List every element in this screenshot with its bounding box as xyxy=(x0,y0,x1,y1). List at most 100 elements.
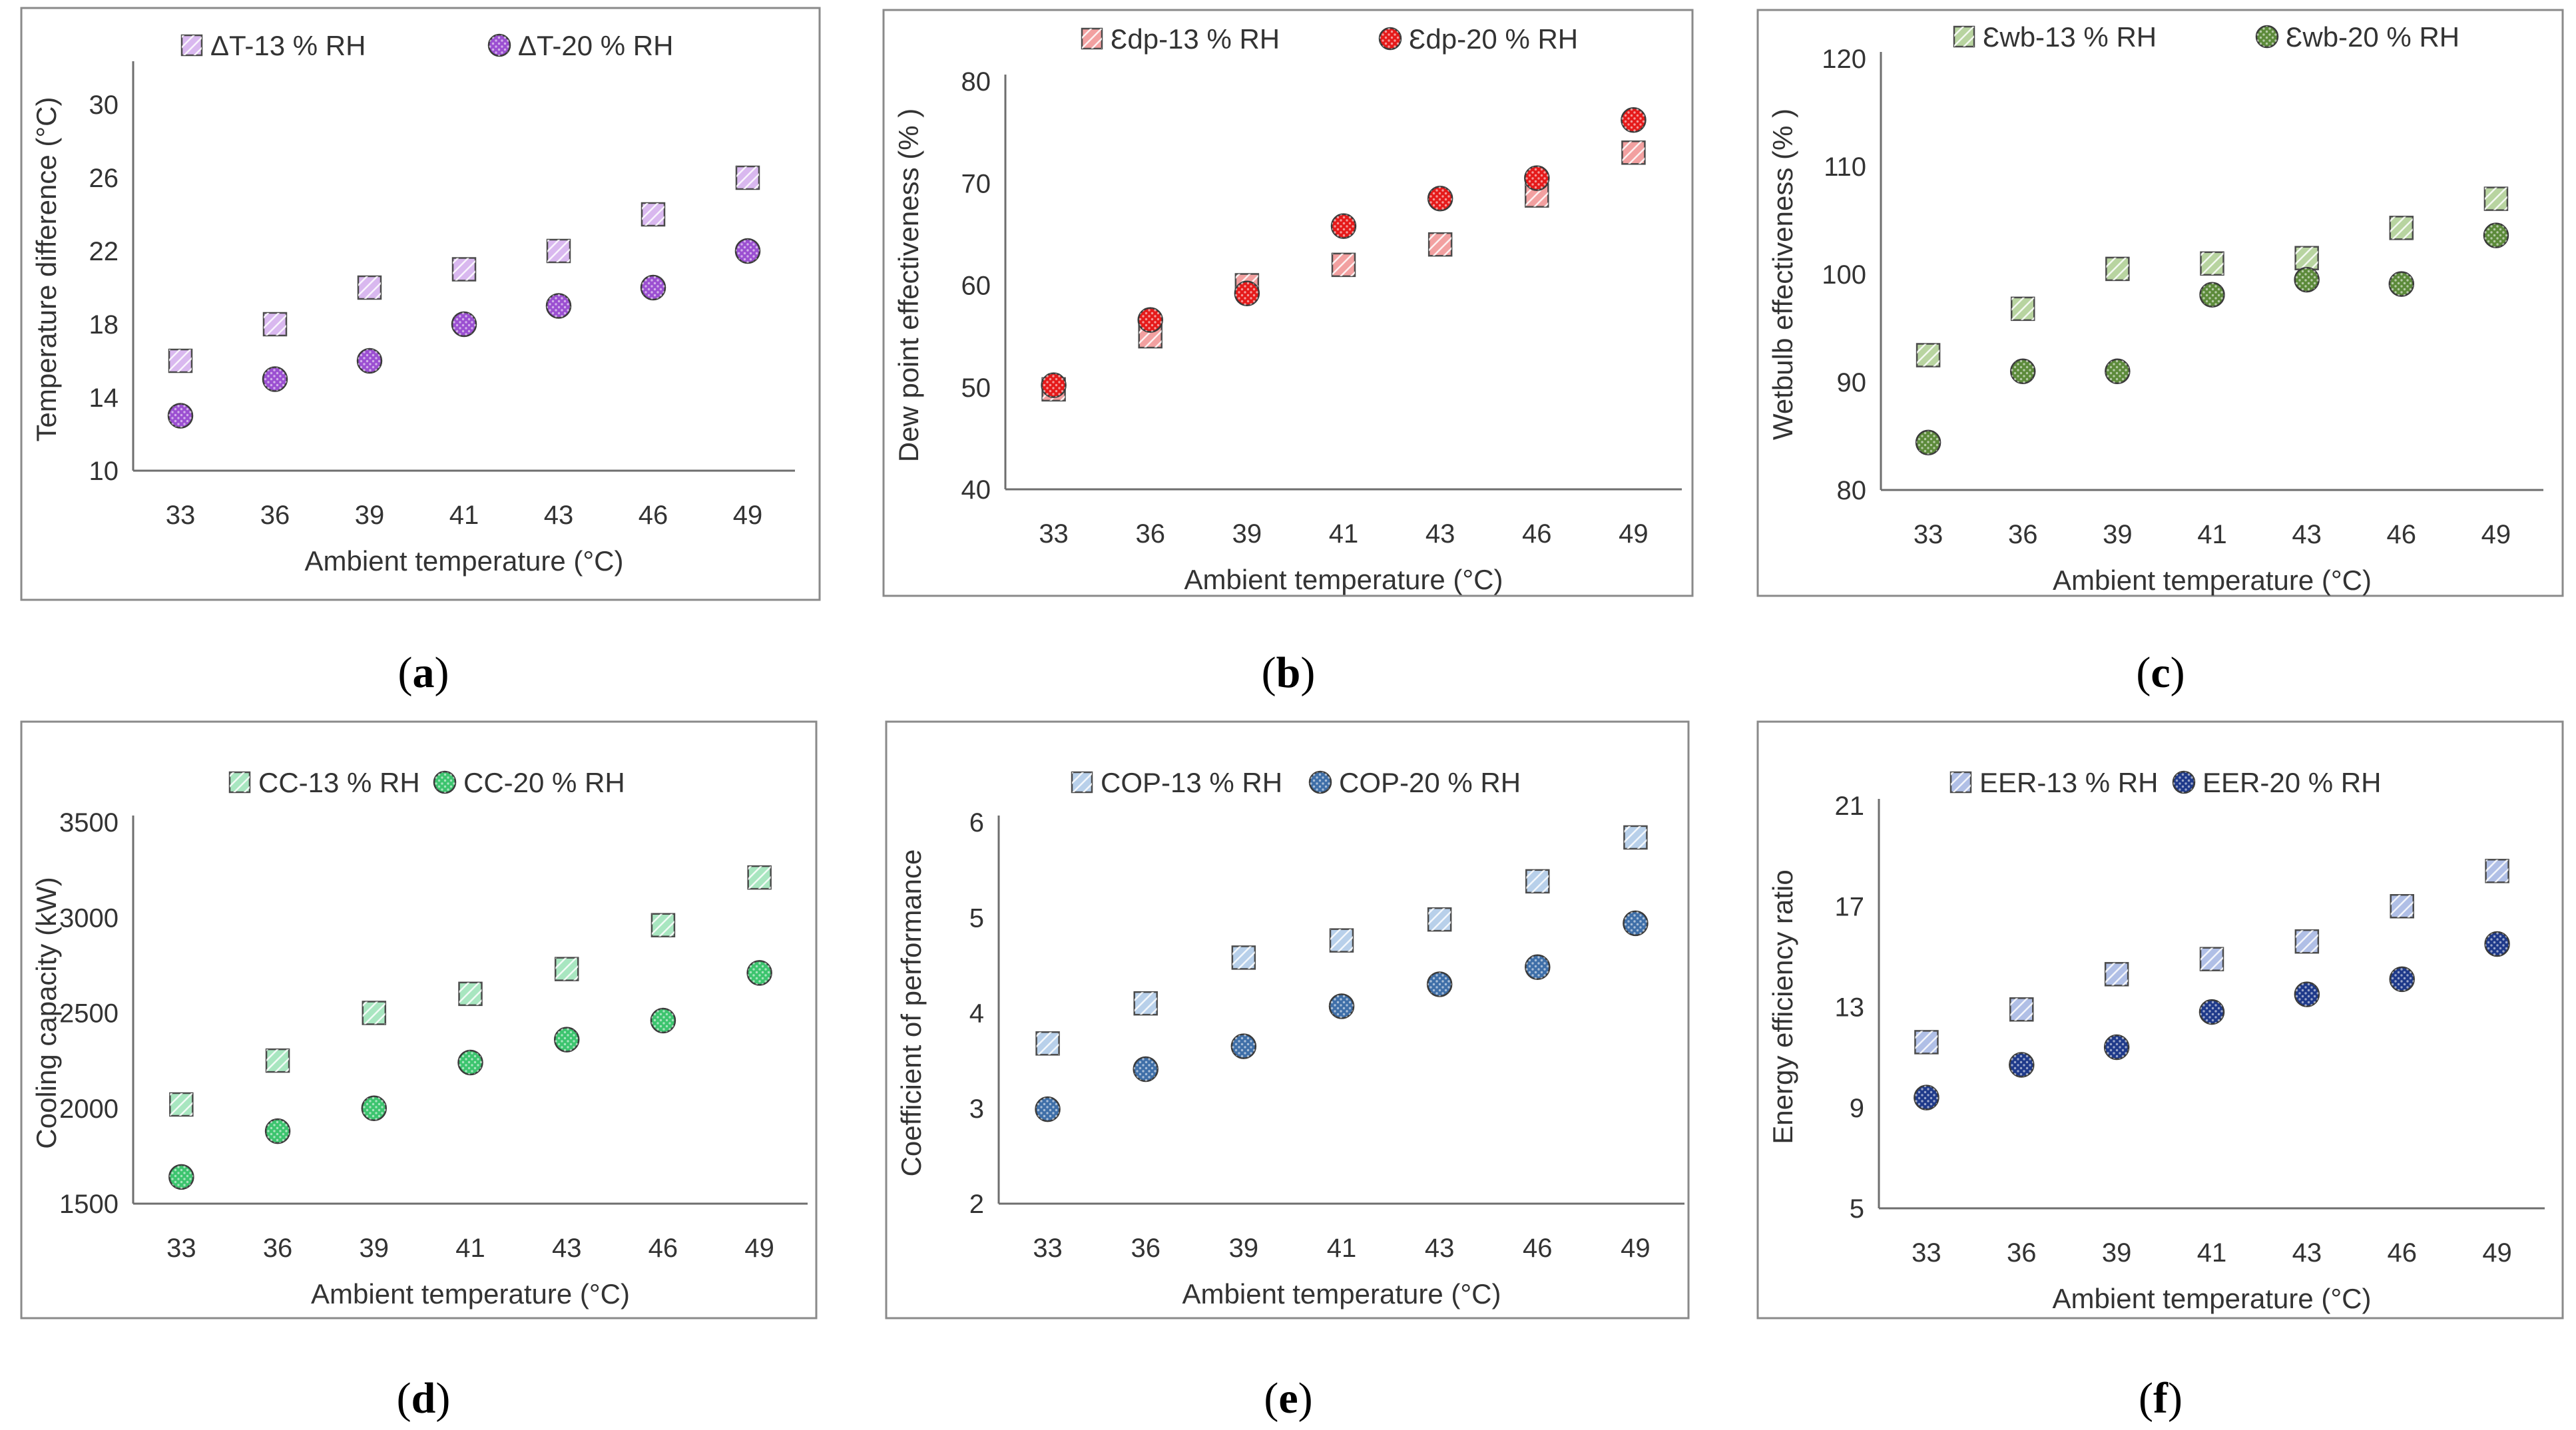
x-tick-label: 33 xyxy=(166,501,196,530)
y-tick-label: 18 xyxy=(89,310,119,340)
x-tick-label: 43 xyxy=(1425,1234,1455,1263)
y-tick-label: 60 xyxy=(961,272,991,301)
data-point xyxy=(2483,186,2509,211)
y-tick-label: 5 xyxy=(969,903,984,933)
data-point xyxy=(2484,931,2510,957)
panel-caption-letter: a xyxy=(413,648,435,697)
panel-caption-letter: b xyxy=(1276,648,1301,697)
y-tick-label: 3500 xyxy=(59,808,119,837)
data-point xyxy=(1331,252,1356,278)
x-tick-label: 46 xyxy=(1522,519,1552,549)
legend: EER-13 % RH EER-20 % RH xyxy=(1949,767,2381,798)
x-tick-label: 33 xyxy=(166,1234,196,1263)
y-tick-label: 1500 xyxy=(59,1190,119,1219)
data-point xyxy=(554,957,579,981)
y-tick-label: 3000 xyxy=(59,903,119,933)
y-axis-label: Wetbulb effectiveness (% ) xyxy=(1767,109,1798,440)
x-tick-label: 46 xyxy=(648,1234,678,1263)
data-point xyxy=(265,1048,290,1073)
x-tick-label: 41 xyxy=(1327,1234,1357,1263)
y-tick-label: 50 xyxy=(961,373,991,403)
legend-marker xyxy=(1953,25,1975,48)
y-axis-label: Coefficient of performance xyxy=(896,849,927,1177)
y-tick-label: 6 xyxy=(969,808,984,837)
data-point xyxy=(2010,296,2035,322)
data-point xyxy=(640,274,666,301)
data-point xyxy=(451,311,477,338)
data-point xyxy=(1623,825,1648,850)
data-point xyxy=(2103,1034,2130,1061)
data-point xyxy=(1914,1030,1939,1055)
data-point xyxy=(362,1001,387,1025)
legend-entry-label: CC-20 % RH xyxy=(463,767,625,798)
y-tick-label: 2 xyxy=(969,1190,984,1219)
x-tick-label: 43 xyxy=(552,1234,582,1263)
legend-marker xyxy=(1081,27,1103,50)
y-tick-label: 14 xyxy=(89,383,119,413)
data-point xyxy=(1035,1031,1060,1056)
x-tick-label: 36 xyxy=(2007,1238,2037,1268)
data-point xyxy=(2009,1052,2035,1078)
y-axis-label: Cooling capacity (kW) xyxy=(31,877,62,1148)
y-tick-label: 120 xyxy=(1822,45,1866,74)
data-point xyxy=(2388,271,2415,297)
legend-entry-label: COP-13 % RH xyxy=(1101,767,1282,798)
y-tick-label: 80 xyxy=(1837,476,1867,505)
panel-caption: (c) xyxy=(2136,648,2185,697)
x-tick-label: 43 xyxy=(544,501,574,530)
x-tick-label: 36 xyxy=(260,501,290,530)
chart-panel-d: 1500 2000 2500 3000 3500 33 36 39 41 43 46 49 Ambien… xyxy=(20,720,818,1423)
y-tick-label: 100 xyxy=(1822,260,1866,290)
data-point xyxy=(1231,945,1256,970)
x-tick-label: 36 xyxy=(1135,519,1165,549)
x-axis-label: Ambient temperature (°C) xyxy=(305,545,624,577)
legend-entry-label: Ɛdp-20 % RH xyxy=(1409,23,1578,55)
chart-panel-b: 40 50 60 70 80 33 36 39 41 43 46 49 Ambient temperat… xyxy=(882,9,1694,697)
data-point xyxy=(2485,859,2509,883)
y-tick-label: 40 xyxy=(961,475,991,505)
data-point xyxy=(169,1092,194,1117)
chart-panel-c: 80 90 100 110 120 33 36 39 41 43 46 49 Ambient tempe… xyxy=(1756,9,2564,697)
y-tick-label: 26 xyxy=(89,164,119,193)
x-tick-label: 49 xyxy=(2482,1238,2512,1268)
y-tick-label: 3 xyxy=(969,1094,984,1124)
data-point xyxy=(1133,991,1158,1016)
legend-entry-label: Ɛwb-13 % RH xyxy=(1983,21,2157,53)
data-point xyxy=(1328,993,1355,1019)
data-point xyxy=(1427,907,1452,932)
x-tick-label: 43 xyxy=(1425,519,1455,549)
x-tick-label: 43 xyxy=(2292,520,2322,549)
chart-frame xyxy=(885,720,1690,1319)
data-point xyxy=(1041,372,1067,398)
data-point xyxy=(1621,140,1646,165)
x-tick-label: 33 xyxy=(1039,519,1069,549)
x-tick-label: 33 xyxy=(1914,520,1943,549)
legend: COP-13 % RH COP-20 % RH xyxy=(1071,767,1521,798)
data-point xyxy=(2389,966,2415,993)
x-tick-label: 39 xyxy=(360,1234,389,1263)
data-point xyxy=(1914,1084,1939,1110)
data-point xyxy=(1035,1096,1061,1122)
legend-entry-label: CC-13 % RH xyxy=(258,767,420,798)
chart-panel-e: 2 3 4 5 6 33 36 39 41 43 46 49 Ambient temperature (… xyxy=(885,720,1690,1423)
data-point xyxy=(2294,266,2320,293)
x-tick-label: 49 xyxy=(733,501,763,530)
data-point xyxy=(1623,910,1649,937)
data-point xyxy=(650,913,676,937)
chart-panel-a: 10 14 18 22 26 30 33 36 39 41 43 46 49 Ambient temper… xyxy=(20,7,821,697)
x-axis-label: Ambient temperature (°C) xyxy=(1182,1278,1501,1310)
data-point xyxy=(1915,429,1941,455)
data-point xyxy=(1234,280,1260,307)
data-point xyxy=(1525,869,1550,894)
data-point xyxy=(553,1027,580,1053)
data-point xyxy=(2105,256,2130,282)
legend-marker xyxy=(228,771,251,794)
y-tick-label: 17 xyxy=(1835,892,1865,921)
x-tick-label: 46 xyxy=(2387,1238,2417,1268)
y-tick-label: 13 xyxy=(1835,993,1865,1023)
data-point xyxy=(262,312,288,337)
x-tick-label: 39 xyxy=(355,501,385,530)
data-point xyxy=(361,1095,387,1121)
x-tick-label: 39 xyxy=(2102,1238,2132,1268)
data-point xyxy=(1137,307,1163,333)
